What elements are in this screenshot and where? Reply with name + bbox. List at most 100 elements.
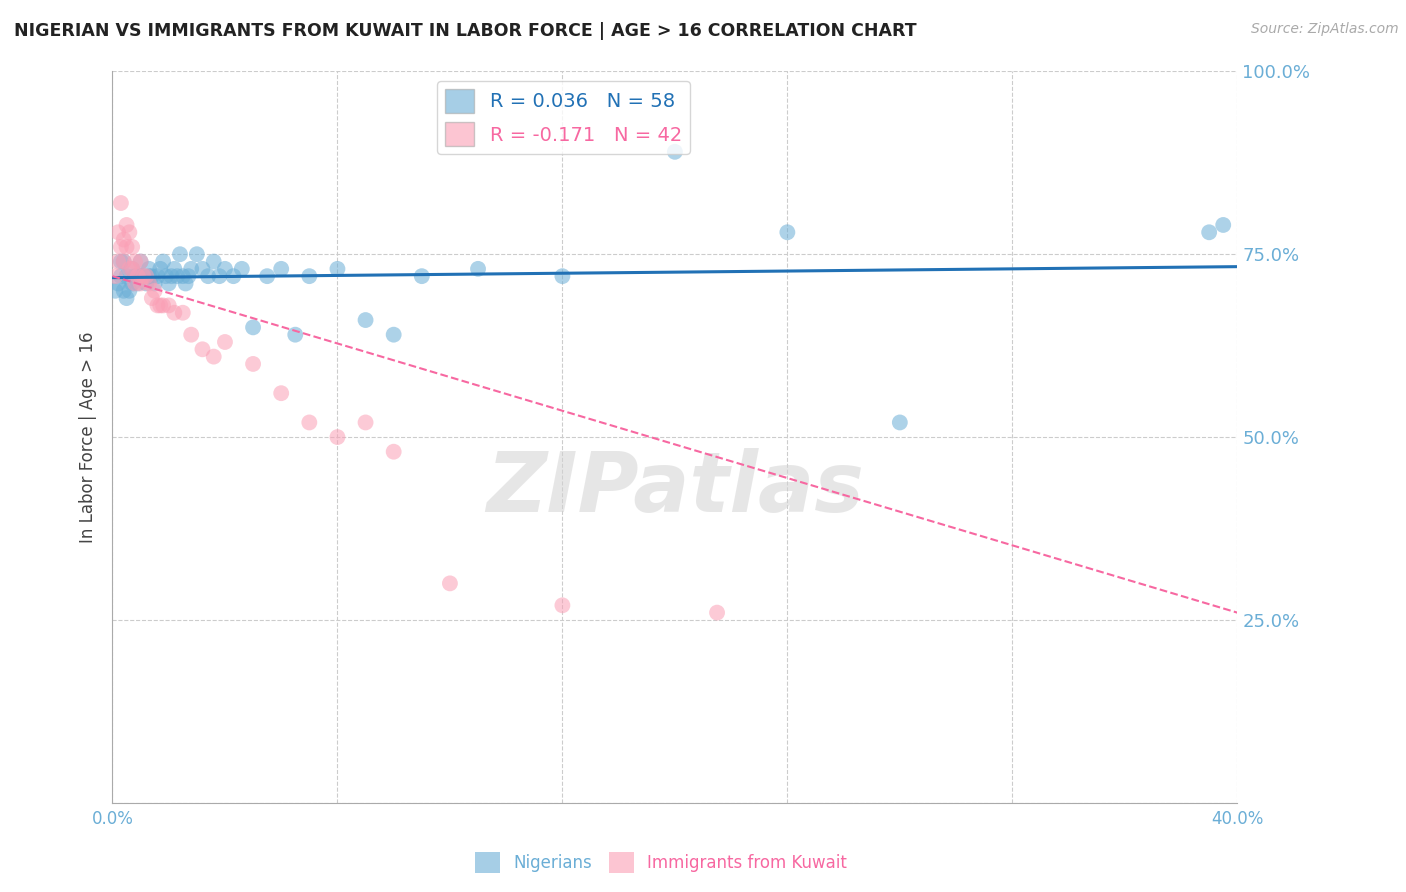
Point <box>132 269 155 284</box>
Point <box>112 254 135 268</box>
Point <box>141 269 163 284</box>
Point <box>298 269 321 284</box>
Point <box>256 269 278 284</box>
Point <box>180 261 202 276</box>
Point <box>382 327 405 342</box>
Point <box>889 416 911 430</box>
Point <box>326 261 349 276</box>
Point <box>1212 218 1234 232</box>
Point <box>121 261 143 276</box>
Point <box>138 261 160 276</box>
Point <box>551 269 574 284</box>
Point <box>129 269 152 284</box>
Point <box>149 261 172 276</box>
Point <box>172 269 194 284</box>
Point <box>157 277 180 291</box>
Point <box>467 261 489 276</box>
Point <box>166 269 188 284</box>
Point <box>127 277 149 291</box>
Point <box>107 277 129 291</box>
Point <box>104 284 127 298</box>
Point <box>270 386 292 401</box>
Point <box>284 327 307 342</box>
Point <box>138 269 160 284</box>
Point <box>439 576 461 591</box>
Point <box>149 298 172 312</box>
Point <box>107 225 129 239</box>
Point <box>129 254 152 268</box>
Point <box>163 306 186 320</box>
Point <box>242 357 264 371</box>
Point <box>118 284 141 298</box>
Point <box>115 269 138 284</box>
Point <box>197 269 219 284</box>
Point <box>163 261 186 276</box>
Point <box>270 261 292 276</box>
Point <box>169 247 191 261</box>
Point <box>124 269 146 284</box>
Point <box>135 269 157 284</box>
Point <box>1198 225 1220 239</box>
Point <box>115 240 138 254</box>
Point <box>121 277 143 291</box>
Point <box>143 277 166 291</box>
Text: ZIPatlas: ZIPatlas <box>486 448 863 529</box>
Point <box>326 430 349 444</box>
Point <box>135 277 157 291</box>
Point <box>115 291 138 305</box>
Point <box>202 254 225 268</box>
Point <box>121 240 143 254</box>
Point <box>222 269 245 284</box>
Point <box>664 145 686 159</box>
Point <box>191 343 214 357</box>
Point <box>138 277 160 291</box>
Point <box>115 218 138 232</box>
Point <box>141 291 163 305</box>
Point <box>411 269 433 284</box>
Point <box>112 233 135 247</box>
Y-axis label: In Labor Force | Age > 16: In Labor Force | Age > 16 <box>79 331 97 543</box>
Point <box>118 225 141 239</box>
Point <box>129 277 152 291</box>
Point <box>174 277 197 291</box>
Point <box>706 606 728 620</box>
Point <box>160 269 183 284</box>
Point <box>110 254 132 268</box>
Point <box>152 254 174 268</box>
Point <box>776 225 799 239</box>
Text: Source: ZipAtlas.com: Source: ZipAtlas.com <box>1251 22 1399 37</box>
Point <box>118 261 141 276</box>
Point <box>112 254 135 268</box>
Point <box>155 269 177 284</box>
Point <box>146 298 169 312</box>
Point <box>157 298 180 312</box>
Point <box>186 247 208 261</box>
Point <box>104 269 127 284</box>
Point <box>242 320 264 334</box>
Point <box>124 277 146 291</box>
Point <box>231 261 253 276</box>
Point <box>214 261 236 276</box>
Point <box>172 306 194 320</box>
Point <box>110 196 132 211</box>
Legend: R = 0.036   N = 58, R = -0.171   N = 42: R = 0.036 N = 58, R = -0.171 N = 42 <box>437 81 690 153</box>
Point <box>152 298 174 312</box>
Point <box>180 327 202 342</box>
Text: NIGERIAN VS IMMIGRANTS FROM KUWAIT IN LABOR FORCE | AGE > 16 CORRELATION CHART: NIGERIAN VS IMMIGRANTS FROM KUWAIT IN LA… <box>14 22 917 40</box>
Point <box>121 261 143 276</box>
Point <box>214 334 236 349</box>
Point <box>132 269 155 284</box>
Point <box>382 444 405 458</box>
Point <box>298 416 321 430</box>
Point <box>110 240 132 254</box>
Point <box>551 599 574 613</box>
Point <box>110 269 132 284</box>
Point <box>202 350 225 364</box>
Point <box>354 313 377 327</box>
Point <box>191 261 214 276</box>
Point <box>177 269 200 284</box>
Legend: Nigerians, Immigrants from Kuwait: Nigerians, Immigrants from Kuwait <box>468 846 853 880</box>
Point <box>112 284 135 298</box>
Point <box>208 269 231 284</box>
Point <box>143 284 166 298</box>
